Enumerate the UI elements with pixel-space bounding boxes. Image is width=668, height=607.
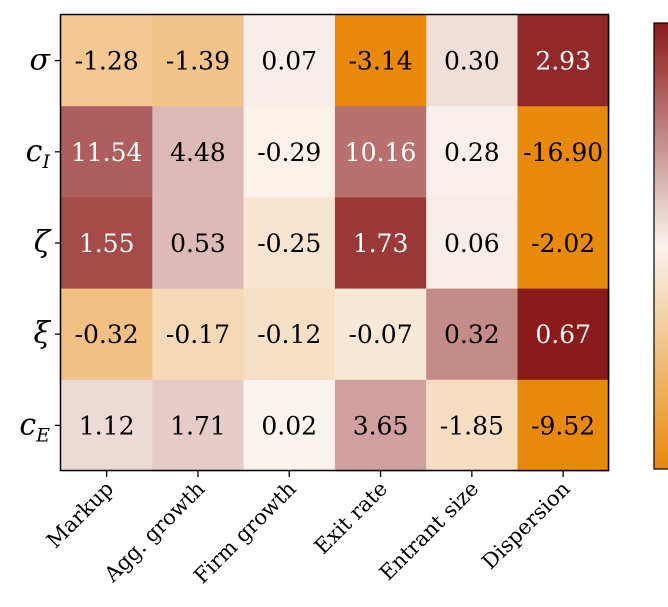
row-axis: σ cI ζ ξ cE	[19, 43, 61, 446]
colorbar	[653, 22, 668, 470]
heatmap-cell	[426, 288, 519, 381]
cell-value-label: 0.28	[444, 138, 500, 167]
heatmap-cell	[61, 106, 153, 198]
cell-value-label: 0.07	[261, 47, 317, 76]
column-label: Dispersion	[477, 477, 575, 575]
cell-value-label: -1.39	[166, 47, 230, 76]
heatmap-cell	[334, 197, 427, 290]
cell-value-label: 0.67	[535, 320, 591, 349]
cell-value-label: -0.32	[75, 320, 139, 349]
cell-value-label: 4.48	[170, 138, 226, 167]
heatmap-cell	[243, 106, 336, 198]
cell-value-label: 10.16	[345, 138, 417, 167]
row-label: ζ	[34, 225, 52, 260]
cell-value-label: 1.71	[170, 411, 226, 440]
heatmap-cell	[61, 288, 153, 381]
heatmap-cell	[517, 379, 610, 472]
cell-value-label: 1.12	[79, 411, 135, 440]
heatmap-cell	[152, 197, 245, 290]
heatmap-cell	[243, 379, 336, 472]
cell-value-label: 11.54	[71, 138, 143, 167]
cell-value-label: -2.02	[531, 229, 595, 258]
heatmap-cell	[243, 197, 336, 290]
row-label: cI	[26, 134, 51, 173]
row-label: cE	[19, 407, 50, 446]
cell-value-label: -9.52	[531, 411, 595, 440]
cell-value-label: 0.53	[170, 229, 226, 258]
heatmap-cell	[517, 15, 610, 107]
cell-value-label: -0.07	[348, 320, 412, 349]
heatmap-cell	[243, 15, 336, 107]
cell-value-label: -0.29	[257, 138, 321, 167]
cell-value-label: -1.28	[75, 47, 139, 76]
cell-value-label: -16.90	[523, 138, 603, 167]
heatmap-cell	[426, 15, 519, 107]
heatmap-cell	[243, 288, 336, 381]
heatmap-cell	[517, 106, 610, 198]
cell-value-label: 3.65	[353, 411, 409, 440]
column-label: Markup	[42, 477, 118, 553]
cell-value-label: -0.25	[257, 229, 321, 258]
cell-value-label: -0.17	[166, 320, 230, 349]
cell-value-label: 1.55	[79, 229, 135, 258]
heatmap-cell	[334, 15, 427, 107]
cell-value-label: -3.14	[348, 47, 412, 76]
heatmap-cells	[61, 15, 610, 472]
row-label: ξ	[33, 316, 51, 351]
heatmap-cell	[517, 288, 610, 381]
heatmap-cell	[152, 106, 245, 198]
cell-value-label: 0.02	[261, 411, 317, 440]
heatmap-cell	[426, 379, 519, 472]
heatmap-cell	[334, 106, 427, 198]
heatmap-cell	[152, 379, 245, 472]
cell-value-label: 0.30	[444, 47, 500, 76]
heatmap-cell	[334, 288, 427, 381]
cell-value-label: 0.06	[444, 229, 500, 258]
colorbar-gradient	[653, 22, 668, 470]
heatmap-cell	[426, 197, 519, 290]
heatmap-cell	[61, 197, 153, 290]
column-label: Exit rate	[310, 477, 392, 559]
cell-value-label: -1.85	[440, 411, 504, 440]
heatmap-cell	[152, 15, 245, 107]
heatmap-cell	[152, 288, 245, 381]
heatmap-cell	[61, 379, 153, 472]
cell-value-label: 1.73	[353, 229, 409, 258]
heatmap-cell	[517, 197, 610, 290]
cell-value-label: 2.93	[535, 47, 591, 76]
heatmap-cell	[61, 15, 153, 107]
cell-value-label: -0.12	[257, 320, 321, 349]
row-label: σ	[30, 43, 52, 78]
heatmap-cell-labels: -1.28 -1.39 0.07 -3.14 0.30 2.93 11.54 4.48 -0.2…	[71, 47, 603, 441]
cell-value-label: 0.32	[444, 320, 500, 349]
heatmap-cell	[426, 106, 519, 198]
heatmap-cell	[334, 379, 427, 472]
